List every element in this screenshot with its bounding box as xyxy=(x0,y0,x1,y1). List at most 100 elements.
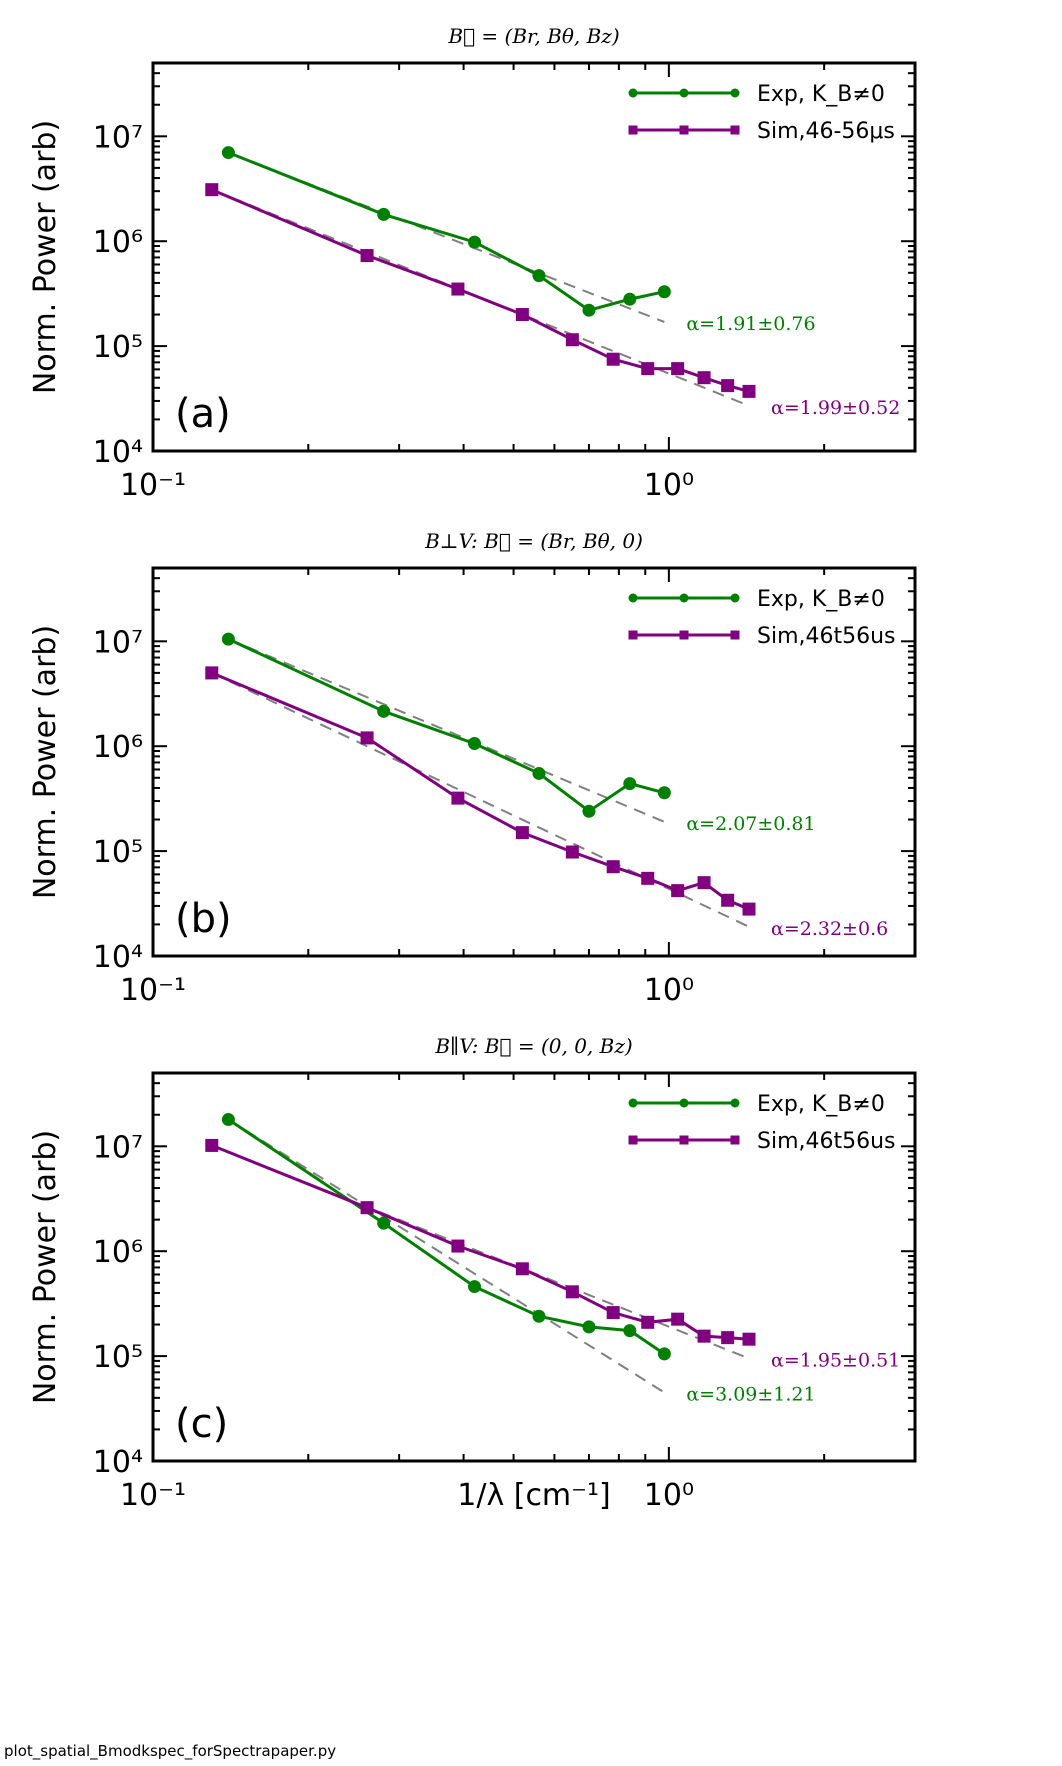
data-point xyxy=(565,1285,579,1299)
fit-line xyxy=(227,638,665,823)
data-point xyxy=(671,362,685,376)
legend-label: Exp, K_B≠0 xyxy=(757,1092,885,1117)
data-point xyxy=(657,285,671,299)
data-point xyxy=(742,1332,756,1346)
panel-label: (c) xyxy=(175,1401,228,1447)
legend-label: Exp, K_B≠0 xyxy=(757,82,885,107)
data-point xyxy=(205,183,219,197)
data-point xyxy=(623,292,637,306)
y-tick-label: 10⁴ xyxy=(93,435,143,470)
chart-panel-1: B⃗ = (Br, Bθ, Bz) 10⁻¹ 10⁰ 10⁴ 10⁵ 10⁶ 10⁷ Norm… xyxy=(28,24,917,503)
legend-label: Sim,46t56us xyxy=(757,624,896,649)
y-tick-label: 10⁴ xyxy=(93,940,143,975)
series-line xyxy=(227,151,665,312)
data-point xyxy=(721,379,735,393)
y-tick-label: 10⁷ xyxy=(93,1130,143,1165)
fit-label: α=1.95±0.51 xyxy=(771,1349,900,1371)
x-tick-label: 10⁰ xyxy=(644,1478,694,1513)
legend-label: Sim,46-56μs xyxy=(757,119,895,144)
data-point xyxy=(623,1324,637,1338)
data-point xyxy=(451,791,465,805)
panel-title: B∥V: B⃗ = (0, 0, Bz) xyxy=(434,1034,632,1058)
data-point xyxy=(468,1280,482,1294)
y-tick-label: 10⁶ xyxy=(93,225,143,260)
panel-label: (b) xyxy=(175,896,232,942)
legend-marker xyxy=(730,1135,740,1145)
legend-marker xyxy=(679,1135,689,1145)
data-point xyxy=(377,207,391,221)
footer-filename: plot_spatial_Bmodkspec_forSpectrapaper.p… xyxy=(4,1742,337,1760)
data-point xyxy=(697,876,711,890)
data-point xyxy=(641,871,655,885)
fit-line xyxy=(211,671,750,928)
legend-marker xyxy=(628,1135,638,1145)
data-point xyxy=(515,826,529,840)
chart-panel-3: B∥V: B⃗ = (0, 0, Bz) 10⁻¹ 10⁰ 10⁴ 10⁵ 10⁶ 10⁷ N… xyxy=(28,1034,917,1513)
data-point xyxy=(515,1262,529,1276)
data-point xyxy=(360,731,374,745)
y-tick-label: 10⁵ xyxy=(93,1340,143,1375)
panel-title: B⊥V: B⃗ = (Br, Bθ, 0) xyxy=(424,529,643,553)
data-point xyxy=(721,893,735,907)
fit-line xyxy=(228,151,665,323)
y-tick-label: 10⁵ xyxy=(93,835,143,870)
data-point xyxy=(657,786,671,800)
y-axis-label: Norm. Power (arb) xyxy=(28,625,63,899)
legend-marker xyxy=(628,593,638,603)
data-point xyxy=(205,666,219,680)
data-point xyxy=(565,845,579,859)
data-point xyxy=(221,632,235,646)
data-point xyxy=(582,804,596,818)
data-point xyxy=(641,1315,655,1329)
legend-label: Sim,46t56us xyxy=(757,1129,896,1154)
panel-title: B⃗ = (Br, Bθ, Bz) xyxy=(447,24,619,48)
legend-marker xyxy=(628,125,638,135)
data-point xyxy=(532,766,546,780)
data-point xyxy=(377,1216,391,1230)
x-tick-label: 10⁻¹ xyxy=(120,468,186,503)
fit-label: α=2.07±0.81 xyxy=(686,813,815,835)
data-point xyxy=(697,1329,711,1343)
series-line xyxy=(227,637,665,814)
data-point xyxy=(532,269,546,283)
data-point xyxy=(468,737,482,751)
data-point xyxy=(671,884,685,898)
data-point xyxy=(606,352,620,366)
y-tick-label: 10⁷ xyxy=(93,625,143,660)
data-point xyxy=(623,777,637,791)
y-tick-label: 10⁶ xyxy=(93,1235,143,1270)
data-point xyxy=(641,362,655,376)
panel-label: (a) xyxy=(175,391,231,437)
y-tick-label: 10⁶ xyxy=(93,730,143,765)
data-point xyxy=(451,1239,465,1253)
data-point xyxy=(205,1138,219,1152)
data-point xyxy=(468,235,482,249)
x-tick-label: 10⁰ xyxy=(644,973,694,1008)
legend-marker xyxy=(730,630,740,640)
legend-marker xyxy=(628,1098,638,1108)
x-tick-label: 10⁻¹ xyxy=(120,973,186,1008)
data-point xyxy=(565,333,579,347)
legend-marker xyxy=(628,630,638,640)
x-tick-label: 10⁻¹ xyxy=(120,1478,186,1513)
data-point xyxy=(742,384,756,398)
y-tick-label: 10⁷ xyxy=(93,120,143,155)
data-point xyxy=(606,860,620,874)
fit-label: α=1.91±0.76 xyxy=(686,313,815,335)
legend-marker xyxy=(628,88,638,98)
data-point xyxy=(360,249,374,263)
legend-marker xyxy=(730,593,740,603)
fit-line xyxy=(227,1118,665,1394)
y-axis-label: Norm. Power (arb) xyxy=(28,1130,63,1404)
data-point xyxy=(582,1320,596,1334)
data-point xyxy=(451,282,465,296)
data-point xyxy=(697,371,711,385)
data-point xyxy=(221,1113,235,1127)
data-point xyxy=(606,1306,620,1320)
data-point xyxy=(721,1331,735,1345)
data-point xyxy=(532,1309,546,1323)
data-point xyxy=(657,1347,671,1361)
data-point xyxy=(742,902,756,916)
series-line xyxy=(227,1118,666,1356)
legend-marker xyxy=(730,88,740,98)
